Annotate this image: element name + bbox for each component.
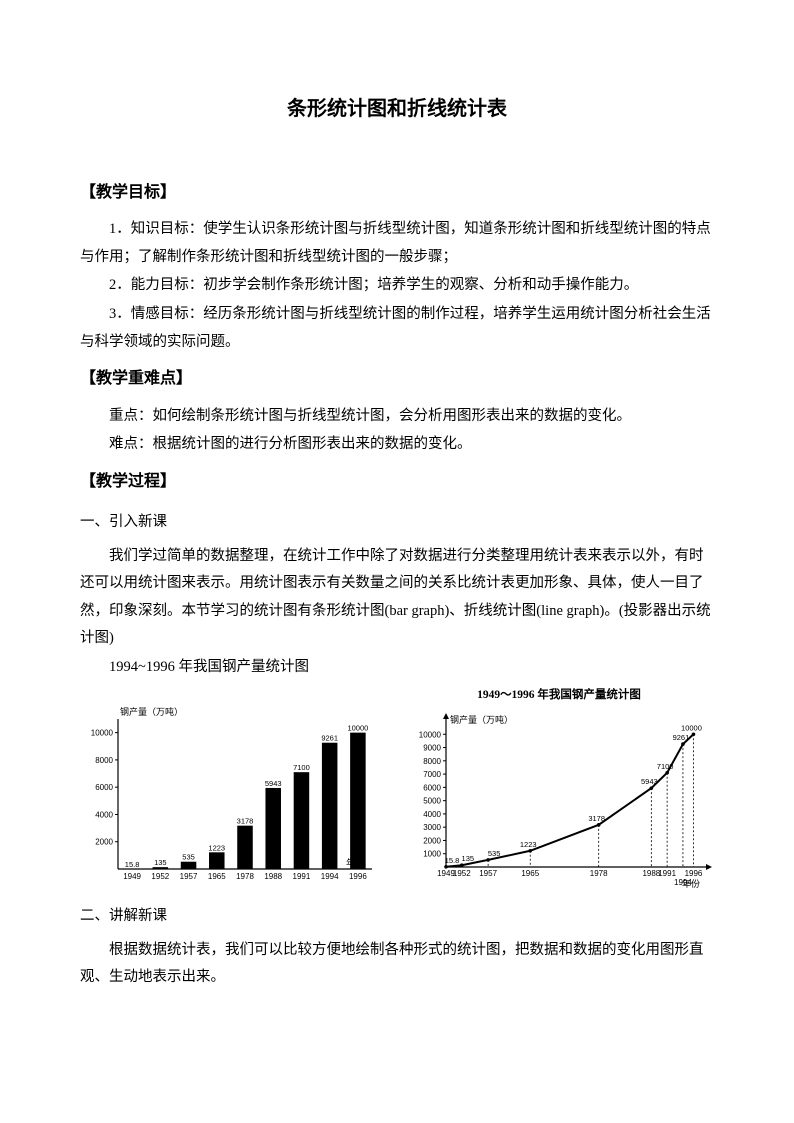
svg-text:1996: 1996 [349,872,367,881]
svg-text:7100: 7100 [657,762,674,771]
para-1a: 我们学过简单的数据整理，在统计工作中除了对数据进行分类整理用统计表来表示以外，有… [80,543,714,653]
svg-text:8000: 8000 [423,757,441,766]
bar-chart: 200040006000800010000钢产量（万吨）年份15.8194913… [80,701,384,891]
process-heading: 【教学过程】 [80,467,714,497]
svg-text:1978: 1978 [590,869,608,878]
svg-text:1957: 1957 [180,872,198,881]
line-chart: 1949～1996 年我国钢产量统计图 1000 2000 3000 4000 5000… [404,685,714,891]
svg-text:1991: 1991 [658,869,676,878]
svg-text:1000: 1000 [423,850,441,859]
svg-text:6000: 6000 [95,783,113,792]
svg-text:钢产量（万吨）: 钢产量（万吨） [450,714,513,725]
svg-text:5943: 5943 [641,777,658,786]
svg-text:535: 535 [488,849,501,858]
subhead-2: 二、讲解新课 [80,903,714,931]
svg-text:135: 135 [462,854,475,863]
svg-text:10000: 10000 [347,724,368,733]
svg-text:2000: 2000 [423,837,441,846]
svg-text:4000: 4000 [95,811,113,820]
svg-text:7000: 7000 [423,770,441,779]
svg-text:1991: 1991 [293,872,311,881]
svg-text:1952: 1952 [453,869,471,878]
goal-3: 3．情感目标：经历条形统计图与折线型统计图的制作过程，培养学生运用统计图分析社会… [80,301,714,356]
diff-1: 重点：如何绘制条形统计图与折线型统计图，会分析用图形表出来的数据的变化。 [80,403,714,431]
svg-text:10000: 10000 [91,729,114,738]
svg-text:7100: 7100 [293,763,310,772]
svg-text:1994: 1994 [321,872,339,881]
svg-text:1949: 1949 [123,872,141,881]
svg-text:1957: 1957 [479,869,497,878]
svg-text:3178: 3178 [588,814,605,823]
svg-text:10000: 10000 [681,723,702,732]
page-title: 条形统计图和折线统计表 [80,90,714,128]
svg-text:钢产量（万吨）: 钢产量（万吨） [120,706,183,717]
bar-chart-svg: 200040006000800010000钢产量（万吨）年份15.8194913… [80,701,380,891]
line-chart-svg: 1000 2000 3000 4000 5000 6000 7000 8000 9000 1000… [404,711,714,891]
svg-text:1965: 1965 [208,872,226,881]
svg-text:9000: 9000 [423,744,441,753]
svg-text:6000: 6000 [423,783,441,792]
svg-text:4000: 4000 [423,810,441,819]
subhead-1: 一、引入新课 [80,509,714,537]
svg-text:1988: 1988 [264,872,282,881]
svg-text:1978: 1978 [236,872,254,881]
goal-1: 1．知识目标：使学生认识条形统计图与折线型统计图，知道条形统计图和折线型统计图的… [80,216,714,271]
svg-text:1952: 1952 [151,872,169,881]
svg-text:1996: 1996 [685,869,703,878]
svg-text:3178: 3178 [237,817,254,826]
svg-text:1994: 1994 [674,878,692,887]
svg-text:5943: 5943 [265,779,282,788]
svg-text:15.8: 15.8 [125,860,140,869]
svg-text:535: 535 [182,853,195,862]
svg-text:9261: 9261 [673,733,690,742]
diff-2: 难点：根据统计图的进行分析图形表出来的数据的变化。 [80,431,714,459]
svg-text:3000: 3000 [423,823,441,832]
svg-text:15.8: 15.8 [445,856,460,865]
svg-text:5000: 5000 [423,797,441,806]
svg-text:9261: 9261 [321,734,338,743]
line-chart-title: 1949～1996 年我国钢产量统计图 [404,685,714,707]
svg-text:1223: 1223 [520,840,537,849]
svg-text:1965: 1965 [521,869,539,878]
para-2a: 根据数据统计表，我们可以比较方便地绘制各种形式的统计图，把数据和数据的变化用图形… [80,937,714,992]
svg-text:2000: 2000 [95,838,113,847]
difficulty-heading: 【教学重难点】 [80,364,714,394]
svg-text:135: 135 [154,858,167,867]
goal-heading: 【教学目标】 [80,178,714,208]
svg-text:8000: 8000 [95,756,113,765]
svg-text:10000: 10000 [419,730,442,739]
svg-text:1223: 1223 [208,843,225,852]
goal-2: 2．能力目标：初步学会制作条形统计图；培养学生的观察、分析和动手操作能力。 [80,272,714,300]
figure-caption: 1994~1996 年我国钢产量统计图 [80,654,714,682]
